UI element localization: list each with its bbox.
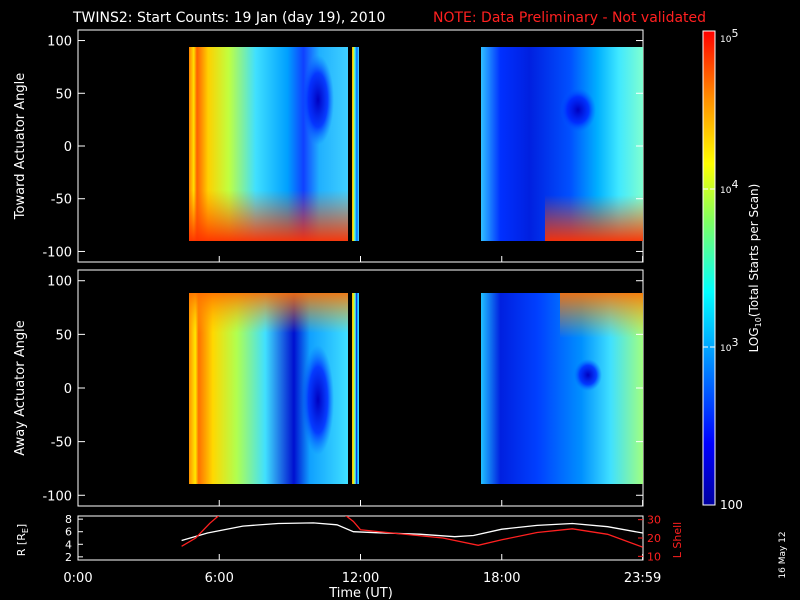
colorbar-tick-exp: 4 [731,178,738,191]
r-axis-label-sub: E [21,528,30,533]
lshell-tick-label: 10 [647,550,661,563]
toward-y-ticks: 100 50 0 -50 -100 [42,35,643,260]
toward-heatmap [189,47,643,241]
r-axis-label-end: ] [15,524,28,528]
r-axis-label-base: R [R [15,533,28,556]
away-heatmap-block-1-shade [189,293,348,333]
lshell-tick-label: 20 [647,532,661,545]
y-tick-label: 100 [47,35,72,50]
colorbar-tick-label: 103 [720,336,738,354]
x-tick-label: 0:00 [63,571,92,586]
toward-ylabel: Toward Actuator Angle [13,73,28,220]
y-tick-label: 50 [55,328,72,343]
toward-heatmap-block-3-minimum [560,88,596,132]
orbit-lines [181,516,643,548]
y-tick-label: 50 [55,87,72,102]
x-axis-ticks: 0:00 6:00 12:00 18:00 23:59 [63,256,661,586]
colorbar-tick-exp: 5 [731,27,738,40]
colorbar-tick-base: 10 [720,344,732,354]
colorbar-tick-label: 100 [720,498,743,512]
toward-heatmap-block-1-minimum [302,55,334,145]
colorbar-tick-base: 10 [720,186,732,196]
colorbar [702,30,716,506]
away-heatmap-block-1-minimum [302,345,334,455]
r-series-line [181,522,643,542]
away-y-ticks: 100 50 0 -50 -100 [42,275,643,504]
colorbar-tick-label: 105 [720,27,738,45]
lshell-tick-label: 30 [647,514,661,527]
away-ylabel: Away Actuator Angle [13,320,28,455]
chart-title: TWINS2: Start Counts: 19 Jan (day 19), 2… [72,10,385,26]
y-tick-label: 0 [64,140,72,155]
r-tick-label: 4 [65,538,72,551]
x-tick-label: 23:59 [624,571,661,586]
y-tick-label: 100 [47,275,72,290]
toward-heatmap-block-2 [352,47,359,241]
away-heatmap-block-3-minimum [574,359,602,391]
y-tick-label: -50 [51,436,72,451]
colorbar-label-base: LOG [747,327,761,352]
r-tick-label: 6 [65,526,72,539]
y-tick-label: -100 [42,245,72,260]
x-axis-label: Time (UT) [328,586,393,600]
colorbar-label: LOG10(Total Starts per Scan) [747,184,763,353]
x-tick-label: 18:00 [483,571,520,586]
colorbar-label-sub: 10 [754,317,763,327]
y-tick-label: -50 [51,193,72,208]
colorbar-tick-exp: 3 [731,336,738,349]
colorbar-label-rest: (Total Starts per Scan) [747,184,761,318]
y-tick-label: 0 [64,382,72,397]
toward-heatmap-block-1-shade [189,190,348,241]
orbit-panel-frame [77,515,644,561]
colorbar-tick-label: 104 [720,178,738,196]
x-tick-label: 12:00 [342,571,379,586]
x-tick-label: 6:00 [205,571,234,586]
preliminary-note: NOTE: Data Preliminary - Not validated [433,10,706,26]
away-heatmap-block-2 [352,293,359,484]
colorbar-tick-base: 10 [720,35,732,45]
away-heatmap-block-3-shade [560,293,643,338]
date-stamp: 16 May 12 [778,531,788,578]
y-tick-label: -100 [42,489,72,504]
lshell-axis-label: L Shell [671,522,684,558]
r-axis-label: R [RE] [15,524,30,556]
lshell-series-line [181,516,643,548]
toward-heatmap-block-3-shade [545,195,643,241]
r-tick-label: 8 [65,513,72,526]
r-tick-label: 2 [65,551,72,564]
away-heatmap [189,293,643,484]
